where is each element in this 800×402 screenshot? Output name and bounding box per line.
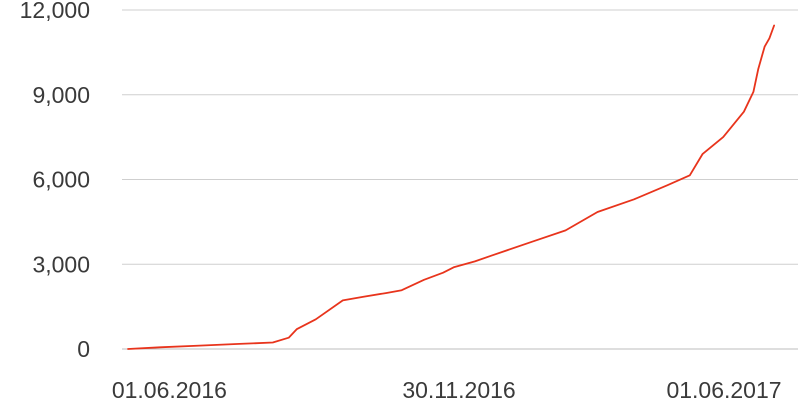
y-tick-label: 0 <box>77 336 90 362</box>
gridlines <box>122 9 798 350</box>
series-layer <box>127 24 775 350</box>
x-tick-label: 30.11.2016 <box>402 377 515 402</box>
x-tick-label: 01.06.2016 <box>112 377 227 402</box>
x-tick-label: 01.06.2017 <box>666 377 781 402</box>
y-axis-tick-labels: 0 3,000 6,000 9,000 12,000 <box>20 0 90 362</box>
y-tick-label: 12,000 <box>20 0 90 23</box>
x-axis-tick-labels: 01.06.2016 30.11.2016 01.06.2017 <box>112 377 782 402</box>
series-line-0 <box>127 24 775 350</box>
y-tick-label: 6,000 <box>32 167 90 193</box>
y-tick-label: 3,000 <box>32 251 90 277</box>
y-tick-label: 9,000 <box>32 82 90 108</box>
